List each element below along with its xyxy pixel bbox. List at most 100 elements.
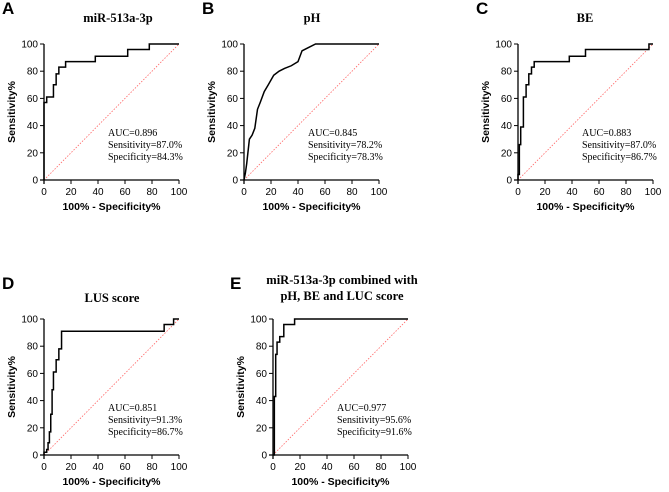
y-tick-label: 60 <box>27 94 39 105</box>
x-tick-label: 60 <box>348 462 360 473</box>
y-tick-label: 20 <box>27 423 39 434</box>
x-tick-label: 100 <box>371 187 388 198</box>
y-tick-label: 0 <box>32 451 38 462</box>
x-tick-label: 40 <box>566 187 578 198</box>
chart-title-line: miR-513a-3p <box>83 11 152 25</box>
x-tick-label: 40 <box>92 187 104 198</box>
panel-letter: D <box>2 274 14 293</box>
roc-curve <box>43 43 179 180</box>
x-tick-label: 20 <box>539 187 551 198</box>
x-tick-label: 100 <box>171 187 188 198</box>
y-tick-label: 0 <box>261 451 267 462</box>
y-tick-label: 100 <box>221 40 238 51</box>
y-tick-label: 60 <box>227 94 239 105</box>
y-tick-label: 60 <box>256 369 268 380</box>
y-tick-label: 60 <box>27 369 39 380</box>
y-tick-label: 80 <box>27 67 39 78</box>
panel-letter: A <box>2 0 14 18</box>
y-tick-label: 40 <box>501 121 513 132</box>
roc-curve <box>517 43 653 180</box>
chart-title-line: BE <box>577 11 594 25</box>
x-tick-label: 80 <box>146 187 158 198</box>
x-tick-label: 60 <box>119 187 131 198</box>
x-tick-label: 80 <box>146 462 158 473</box>
y-tick-label: 60 <box>501 94 513 105</box>
x-tick-label: 0 <box>270 462 276 473</box>
y-tick-label: 100 <box>21 315 38 326</box>
x-axis-label: 100% - Specificity% <box>62 201 161 213</box>
y-axis-label: Sensitivity% <box>206 80 218 143</box>
stats-annotation-line: Sensitivity=95.6% <box>337 415 411 426</box>
y-tick-label: 80 <box>227 67 239 78</box>
x-tick-label: 40 <box>292 187 304 198</box>
stats-annotation-line: AUC=0.883 <box>582 128 631 139</box>
y-tick-label: 100 <box>21 40 38 51</box>
stats-annotation-line: Specificity=91.6% <box>337 427 412 438</box>
chart-title-line: pH <box>304 11 321 25</box>
y-axis-label: Sensitivity% <box>235 355 247 418</box>
chart-title-line: LUS score <box>85 291 140 305</box>
y-tick-label: 0 <box>232 176 238 187</box>
x-tick-label: 20 <box>294 462 306 473</box>
x-axis-label: 100% - Specificity% <box>262 201 361 213</box>
panel-letter: C <box>476 0 488 18</box>
x-axis-label: 100% - Specificity% <box>62 476 161 488</box>
y-tick-label: 100 <box>250 315 267 326</box>
x-tick-label: 0 <box>241 187 247 198</box>
y-tick-label: 40 <box>27 121 39 132</box>
stats-annotation-line: Specificity=78.3% <box>308 152 383 163</box>
stats-annotation-line: Sensitivity=87.0% <box>108 140 182 151</box>
x-tick-label: 100 <box>645 187 662 198</box>
y-tick-label: 40 <box>227 121 239 132</box>
x-tick-label: 40 <box>92 462 104 473</box>
x-tick-label: 20 <box>65 187 77 198</box>
panel-c: C BE 0 20 40 60 80 100 0 20 40 60 80 100 100% - Specif… <box>476 0 662 213</box>
stats-annotation-line: Sensitivity=91.3% <box>108 415 182 426</box>
stats-annotation-line: Sensitivity=78.2% <box>308 140 382 151</box>
x-tick-label: 80 <box>375 462 387 473</box>
y-tick-label: 80 <box>501 67 513 78</box>
y-axis-label: Sensitivity% <box>480 80 492 143</box>
x-tick-label: 60 <box>319 187 331 198</box>
roc-curve <box>273 318 408 456</box>
y-axis-label: Sensitivity% <box>6 355 18 418</box>
roc-curve <box>243 43 379 181</box>
y-tick-label: 80 <box>256 342 268 353</box>
y-tick-label: 20 <box>501 148 513 159</box>
y-tick-label: 80 <box>27 342 39 353</box>
x-tick-label: 100 <box>400 462 417 473</box>
x-tick-label: 80 <box>346 187 358 198</box>
chart-title-line: pH, BE and LUC score <box>280 289 404 303</box>
stats-annotation-line: Specificity=86.7% <box>582 152 657 163</box>
panel-d: D LUS score 0 20 40 60 80 100 0 20 40 60 80 100 100% -… <box>2 274 188 488</box>
x-tick-label: 40 <box>321 462 333 473</box>
x-tick-label: 60 <box>593 187 605 198</box>
reference-diagonal <box>43 318 180 456</box>
stats-annotation-line: Specificity=84.3% <box>108 152 183 163</box>
reference-diagonal <box>243 43 380 181</box>
stats-annotation-line: AUC=0.845 <box>308 128 357 139</box>
y-axis-label: Sensitivity% <box>6 80 18 143</box>
y-tick-label: 20 <box>256 423 268 434</box>
y-tick-label: 100 <box>495 40 512 51</box>
y-tick-label: 20 <box>27 148 39 159</box>
panel-letter: E <box>230 274 241 293</box>
y-tick-label: 0 <box>32 176 38 187</box>
stats-annotation-line: Sensitivity=87.0% <box>582 140 656 151</box>
stats-annotation-line: AUC=0.851 <box>108 403 157 414</box>
chart-title-line: miR-513a-3p combined with <box>266 273 417 287</box>
x-tick-label: 60 <box>119 462 131 473</box>
x-tick-label: 100 <box>171 462 188 473</box>
stats-annotation-line: Specificity=86.7% <box>108 427 183 438</box>
x-tick-label: 0 <box>41 462 47 473</box>
stats-annotation-line: AUC=0.977 <box>337 403 386 414</box>
y-tick-label: 40 <box>27 396 39 407</box>
reference-diagonal <box>517 43 654 181</box>
x-tick-label: 20 <box>265 187 277 198</box>
x-axis-label: 100% - Specificity% <box>291 476 390 488</box>
y-tick-label: 0 <box>506 176 512 187</box>
